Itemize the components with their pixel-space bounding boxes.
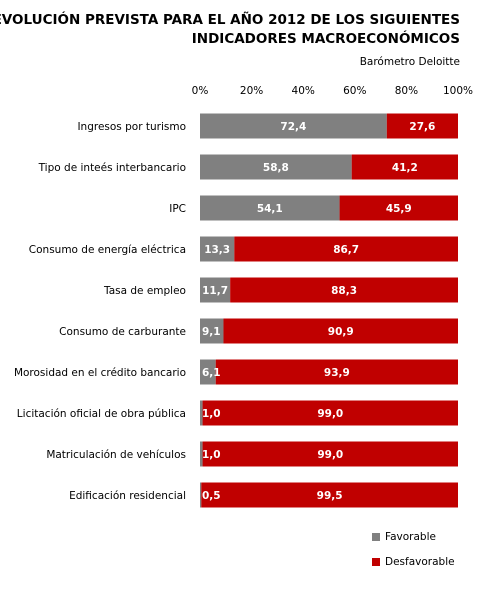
bar-favorable (200, 277, 231, 303)
bar-favorable (200, 236, 235, 262)
bar-favorable (200, 154, 352, 180)
x-tick-label: 0% (192, 85, 209, 97)
data-label-favorable: 6,1 (202, 367, 221, 379)
bar-desfavorable (230, 277, 458, 303)
bar-desfavorable (202, 400, 458, 426)
data-label-desfavorable: 88,3 (331, 285, 357, 297)
bar-desfavorable (223, 318, 458, 344)
x-tick-label: 20% (240, 85, 263, 97)
bar-desfavorable (202, 441, 458, 467)
data-label-desfavorable: 99,0 (317, 449, 343, 461)
bar-favorable (200, 195, 340, 221)
category-label: Ingresos por turismo (77, 121, 186, 133)
data-label-favorable: 72,4 (280, 121, 306, 133)
category-label: Tasa de empleo (103, 285, 186, 297)
bar-desfavorable (386, 113, 458, 139)
bar-favorable (200, 113, 387, 139)
bar-desfavorable (201, 482, 459, 508)
chart-subtitle: Barómetro Deloitte (359, 56, 460, 68)
bar-favorable (200, 318, 224, 344)
legend-label-desfavorable: Desfavorable (385, 556, 455, 568)
bar-favorable (200, 482, 202, 508)
category-label: Morosidad en el crédito bancario (14, 367, 186, 379)
data-label-desfavorable: 99,0 (317, 408, 343, 420)
x-tick-label: 80% (395, 85, 418, 97)
data-label-desfavorable: 45,9 (386, 203, 412, 215)
category-label: Licitación oficial de obra pública (17, 408, 186, 420)
data-label-favorable: 0,5 (202, 490, 221, 502)
data-label-favorable: 9,1 (202, 326, 221, 338)
data-label-favorable: 58,8 (263, 162, 289, 174)
chart-title-line-1: EVOLUCIÓN PREVISTA PARA EL AÑO 2012 DE L… (0, 12, 460, 28)
bar-favorable (200, 441, 203, 467)
data-label-favorable: 1,0 (202, 408, 221, 420)
data-label-favorable: 13,3 (204, 244, 230, 256)
category-label: IPC (169, 203, 186, 215)
bar-favorable (200, 359, 216, 385)
x-tick-label: 100% (443, 85, 473, 97)
bar-desfavorable (234, 236, 458, 262)
category-label: Tipo de inteés interbancario (38, 162, 186, 174)
data-label-favorable: 1,0 (202, 449, 221, 461)
bar-desfavorable (215, 359, 458, 385)
data-label-favorable: 54,1 (257, 203, 283, 215)
bar-desfavorable (339, 195, 458, 221)
category-label: Consumo de energía eléctrica (29, 244, 186, 256)
category-label: Consumo de carburante (59, 326, 186, 338)
legend-item-desfavorable: Desfavorable (372, 556, 455, 568)
legend-swatch-desfavorable (372, 558, 380, 566)
legend-item-favorable: Favorable (372, 531, 436, 543)
x-tick-label: 40% (292, 85, 315, 97)
data-label-desfavorable: 41,2 (392, 162, 418, 174)
data-label-desfavorable: 90,9 (328, 326, 354, 338)
bar-favorable (200, 400, 203, 426)
x-tick-label: 60% (343, 85, 366, 97)
category-label: Edificación residencial (69, 490, 186, 502)
chart-title-line-2: INDICADORES MACROECONÓMICOS (191, 31, 460, 47)
data-label-desfavorable: 86,7 (333, 244, 359, 256)
data-label-desfavorable: 93,9 (324, 367, 350, 379)
data-label-favorable: 11,7 (202, 285, 228, 297)
legend-swatch-favorable (372, 533, 380, 541)
data-label-desfavorable: 99,5 (317, 490, 343, 502)
category-label: Matriculación de vehículos (46, 449, 186, 461)
bar-desfavorable (351, 154, 458, 180)
legend-label-favorable: Favorable (385, 531, 436, 543)
data-label-desfavorable: 27,6 (409, 121, 435, 133)
